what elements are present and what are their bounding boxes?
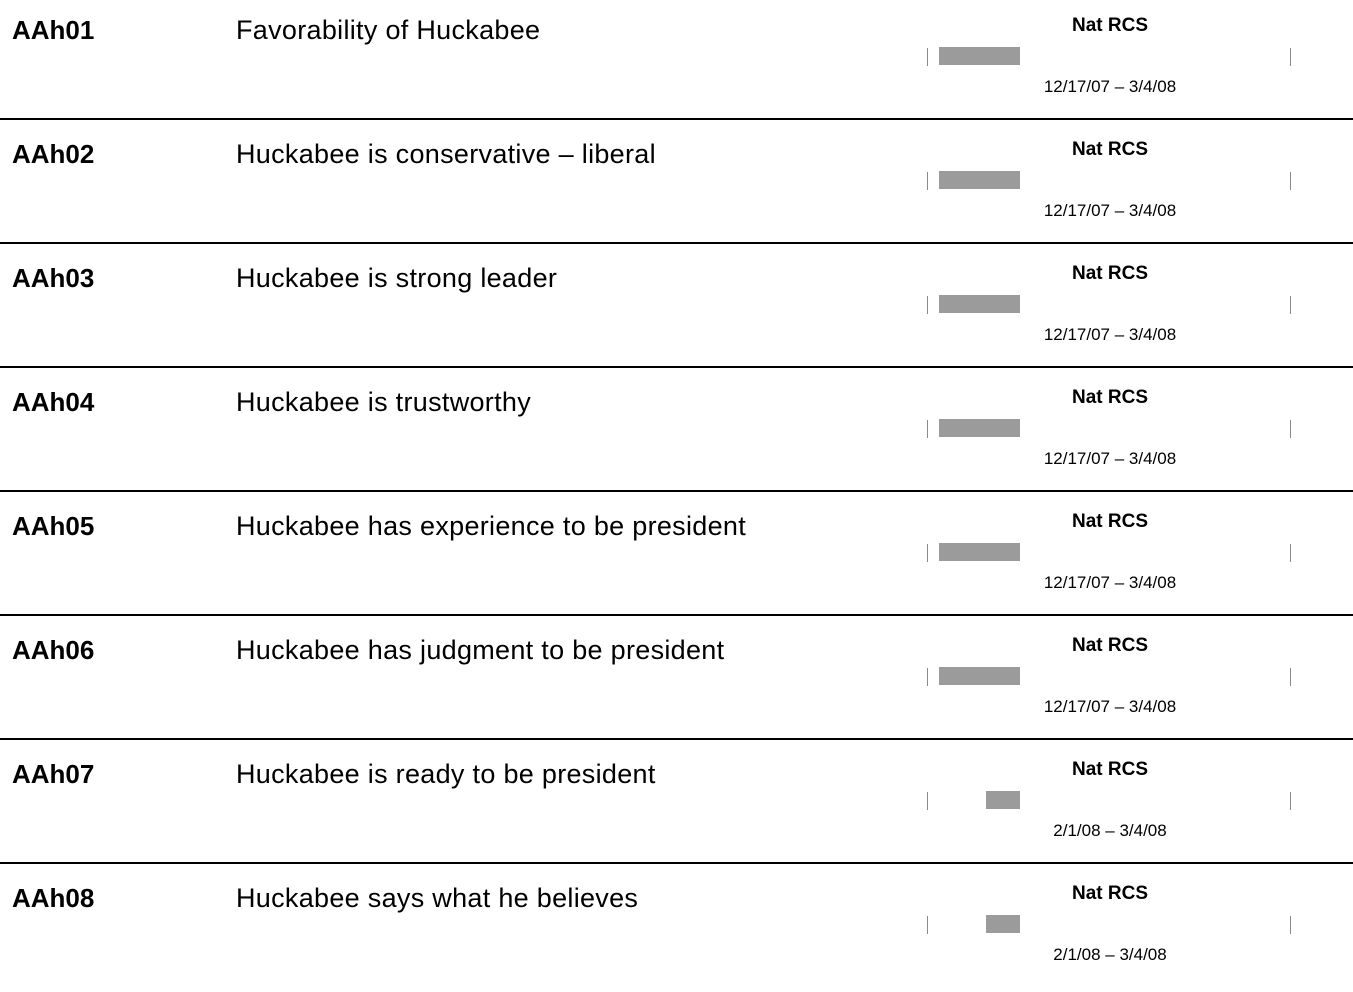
timeline-coverage-bar <box>939 667 1020 685</box>
question-code: AAh04 <box>12 387 95 417</box>
row-separator <box>0 242 1353 244</box>
table-row: AAh05 Huckabee has experience to be pres… <box>0 496 1353 620</box>
survey-series-label: Nat RCS <box>1071 759 1148 780</box>
row-separator <box>0 118 1353 120</box>
survey-series-label: Nat RCS <box>1071 883 1148 904</box>
date-range: 2/1/08 – 3/4/08 <box>1053 945 1167 964</box>
timeline-start-tick <box>927 792 928 810</box>
question-code: AAh02 <box>12 139 95 169</box>
survey-series-label: Nat RCS <box>1071 263 1148 284</box>
question-description: Huckabee is trustworthy <box>236 387 532 417</box>
question-description: Huckabee says what he believes <box>236 883 639 913</box>
timeline-start-tick <box>927 420 928 438</box>
timeline-start-tick <box>927 544 928 562</box>
question-description: Huckabee has judgment to be president <box>236 635 725 665</box>
table-row: AAh04 Huckabee is trustworthy Nat RCS 12… <box>0 372 1353 496</box>
date-range: 2/1/08 – 3/4/08 <box>1053 821 1167 840</box>
timeline-start-tick <box>927 668 928 686</box>
question-description: Huckabee is conservative – liberal <box>236 139 656 169</box>
timeline-start-tick <box>927 916 928 934</box>
date-range: 12/17/07 – 3/4/08 <box>1043 449 1177 468</box>
timeline-coverage-bar <box>986 915 1020 933</box>
row-separator <box>0 366 1353 368</box>
timeline-end-tick <box>1290 420 1291 438</box>
table-row: AAh08 Huckabee says what he believes Nat… <box>0 868 1353 992</box>
date-range: 12/17/07 – 3/4/08 <box>1043 325 1177 344</box>
table-row: AAh07 Huckabee is ready to be president … <box>0 744 1353 868</box>
table-row: AAh03 Huckabee is strong leader Nat RCS … <box>0 248 1353 372</box>
timeline-start-tick <box>927 172 928 190</box>
timeline-end-tick <box>1290 544 1291 562</box>
survey-series-label: Nat RCS <box>1071 511 1148 532</box>
question-description: Huckabee is ready to be president <box>236 759 656 789</box>
timeline-coverage-bar <box>986 791 1020 809</box>
timeline-coverage-bar <box>939 171 1020 189</box>
question-code: AAh01 <box>12 15 95 45</box>
timeline-end-tick <box>1290 916 1291 934</box>
question-code: AAh05 <box>12 511 95 541</box>
row-separator <box>0 738 1353 740</box>
timeline-end-tick <box>1290 48 1291 66</box>
survey-series-label: Nat RCS <box>1071 635 1148 656</box>
timeline-start-tick <box>927 296 928 314</box>
timeline-coverage-bar <box>939 295 1020 313</box>
table-row: AAh06 Huckabee has judgment to be presid… <box>0 620 1353 744</box>
question-code: AAh07 <box>12 759 95 789</box>
timeline-coverage-bar <box>939 419 1020 437</box>
timeline-coverage-bar <box>939 543 1020 561</box>
date-range: 12/17/07 – 3/4/08 <box>1043 77 1177 96</box>
question-code: AAh03 <box>12 263 95 293</box>
table-row: AAh01 Favorability of Huckabee Nat RCS 1… <box>0 0 1353 124</box>
timeline-end-tick <box>1290 172 1291 190</box>
question-code: AAh06 <box>12 635 95 665</box>
question-description: Huckabee is strong leader <box>236 263 558 293</box>
survey-series-label: Nat RCS <box>1071 139 1148 160</box>
row-separator <box>0 490 1353 492</box>
timeline-end-tick <box>1290 296 1291 314</box>
timeline-start-tick <box>927 48 928 66</box>
survey-series-label: Nat RCS <box>1071 15 1148 36</box>
table-row: AAh02 Huckabee is conservative – liberal… <box>0 124 1353 248</box>
question-description: Huckabee has experience to be president <box>236 511 747 541</box>
question-code: AAh08 <box>12 883 95 913</box>
timeline-end-tick <box>1290 668 1291 686</box>
date-range: 12/17/07 – 3/4/08 <box>1043 573 1177 592</box>
timeline-coverage-bar <box>939 47 1020 65</box>
row-separator <box>0 862 1353 864</box>
date-range: 12/17/07 – 3/4/08 <box>1043 201 1177 220</box>
timeline-end-tick <box>1290 792 1291 810</box>
date-range: 12/17/07 – 3/4/08 <box>1043 697 1177 716</box>
row-separator <box>0 614 1353 616</box>
survey-series-label: Nat RCS <box>1071 387 1148 408</box>
question-description: Favorability of Huckabee <box>236 15 541 45</box>
